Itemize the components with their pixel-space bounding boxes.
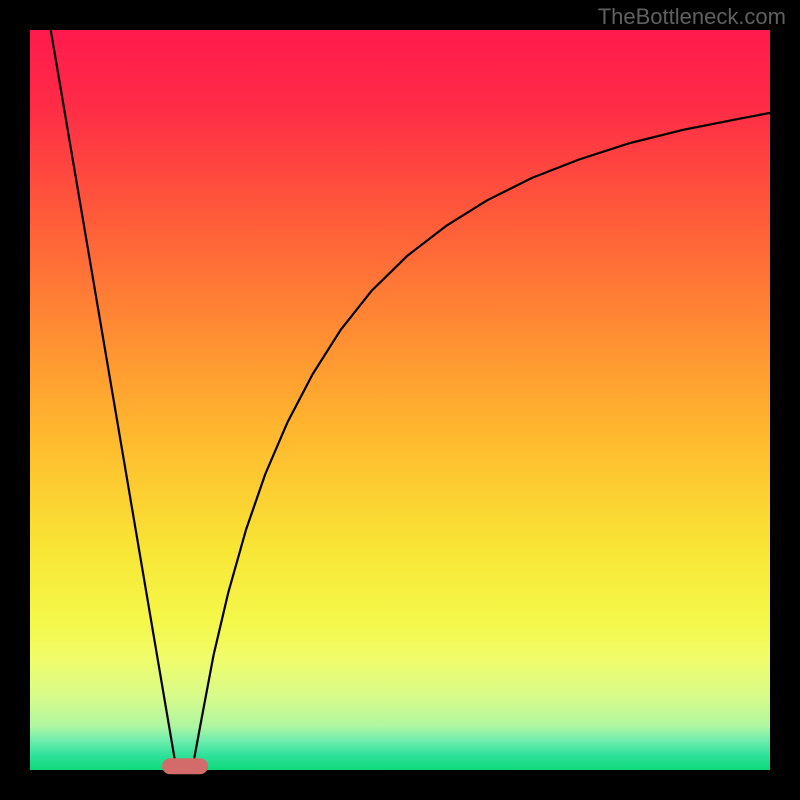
watermark-text: TheBottleneck.com [598, 4, 786, 30]
plot-area [30, 30, 770, 770]
plot-container [30, 30, 770, 770]
optimum-marker [162, 759, 208, 775]
bottleneck-curve [30, 30, 770, 770]
